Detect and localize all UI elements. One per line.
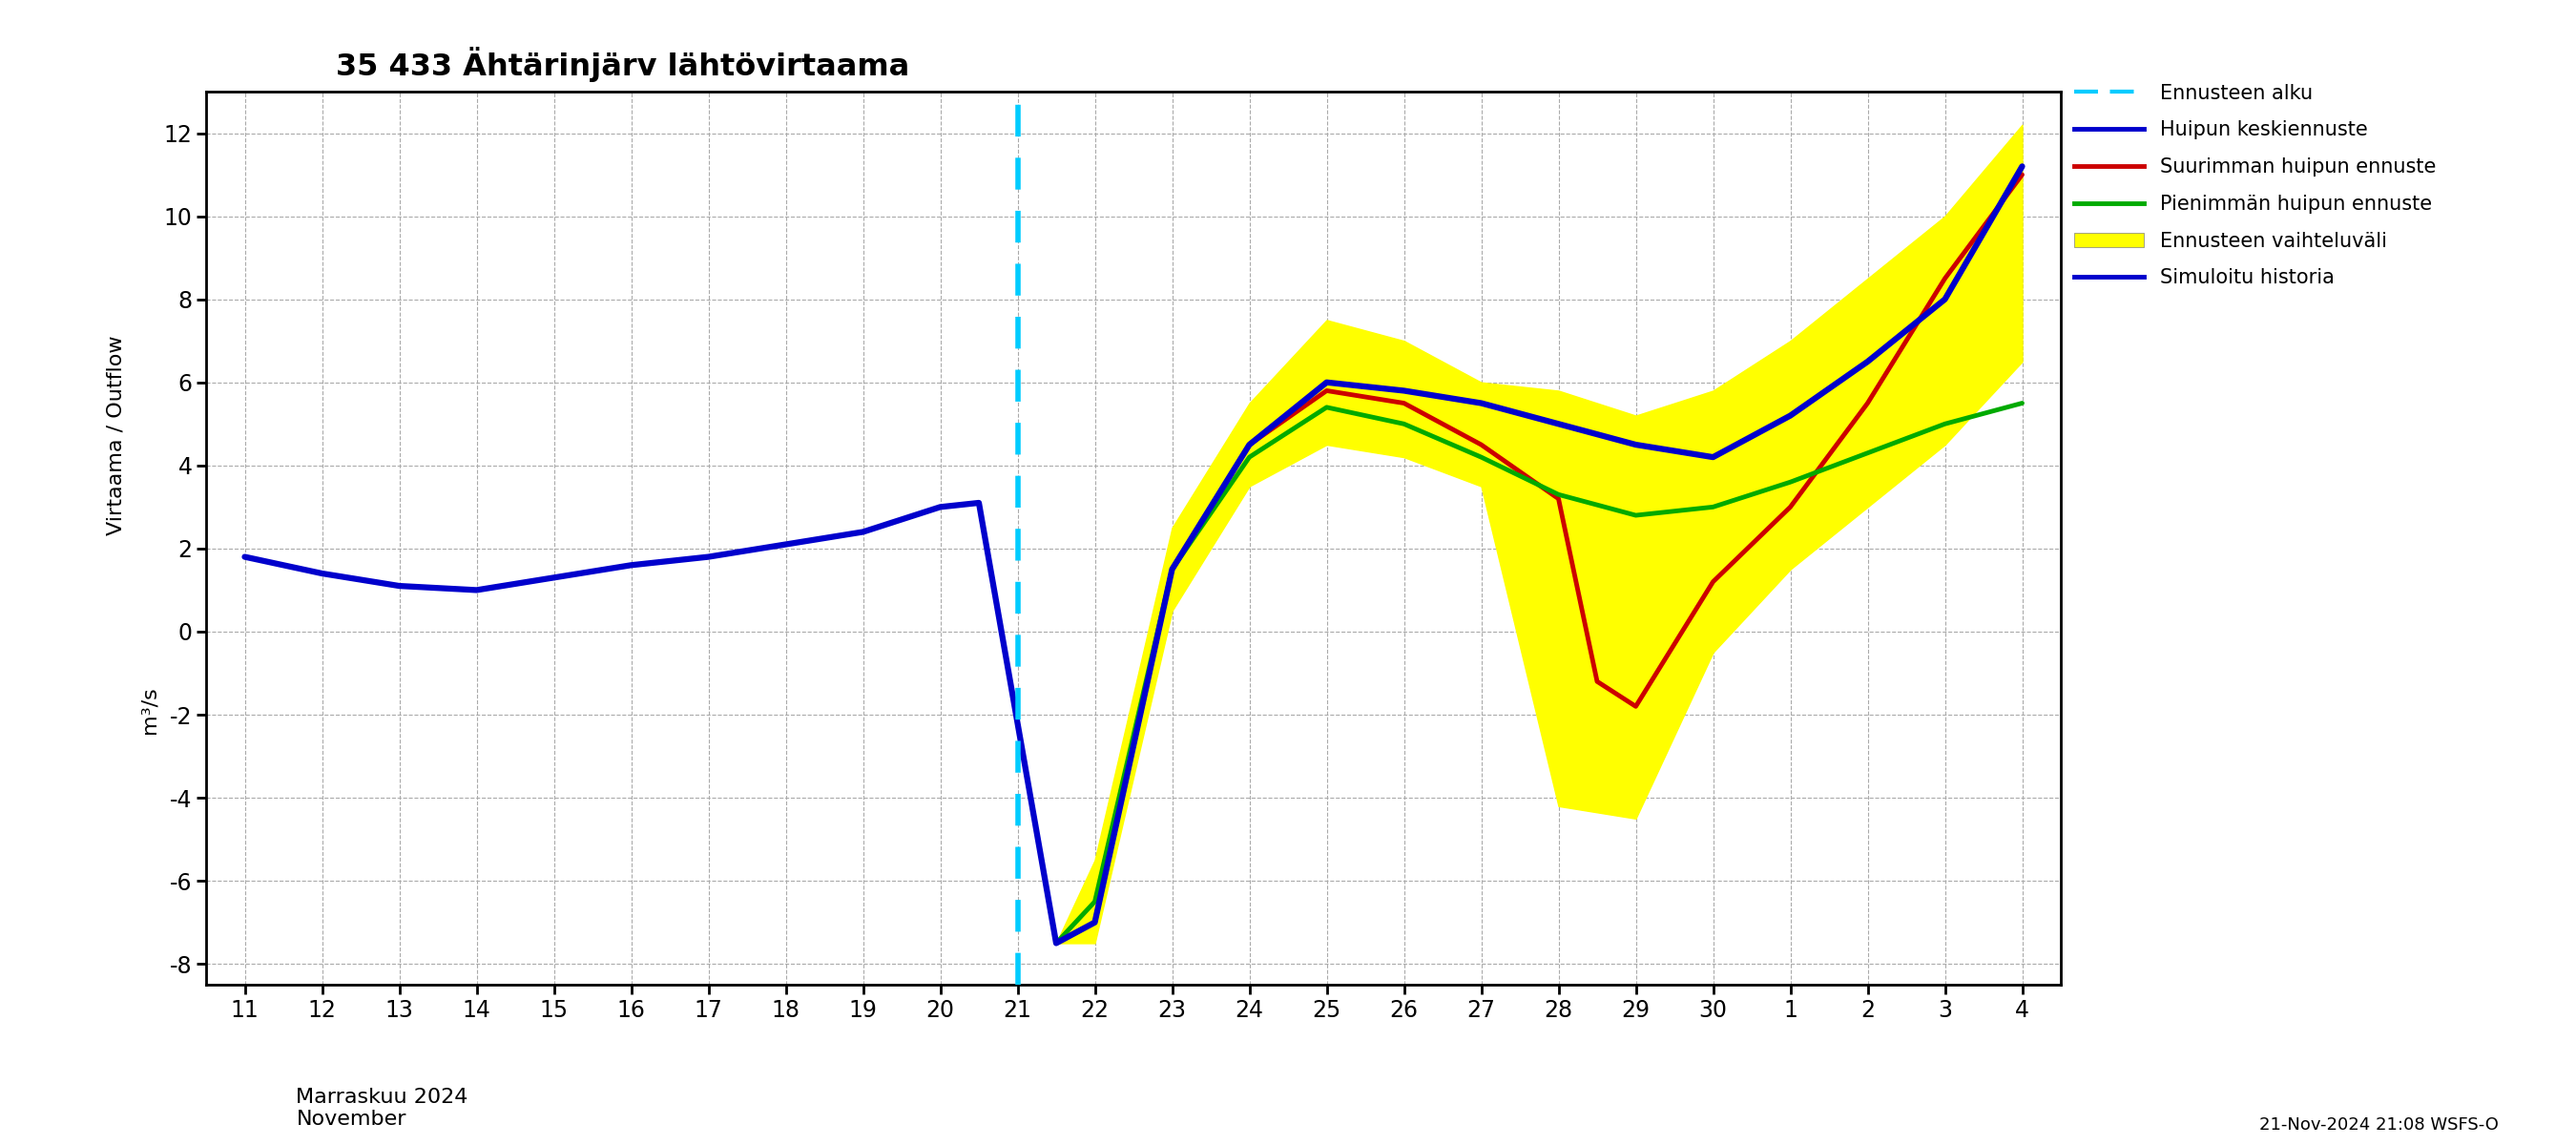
Text: Marraskuu 2024
November: Marraskuu 2024 November [296, 1088, 469, 1129]
Text: 21-Nov-2024 21:08 WSFS-O: 21-Nov-2024 21:08 WSFS-O [2259, 1116, 2499, 1134]
Text: m³/s: m³/s [139, 686, 160, 734]
Text: Virtaama / Outflow: Virtaama / Outflow [106, 335, 126, 535]
Text: 35 433 Ähtärinjärv lähtövirtaama: 35 433 Ähtärinjärv lähtövirtaama [335, 47, 909, 82]
Legend: Ennusteen alku, Huipun keskiennuste, Suurimman huipun ennuste, Pienimmän huipun : Ennusteen alku, Huipun keskiennuste, Suu… [2074, 84, 2437, 287]
